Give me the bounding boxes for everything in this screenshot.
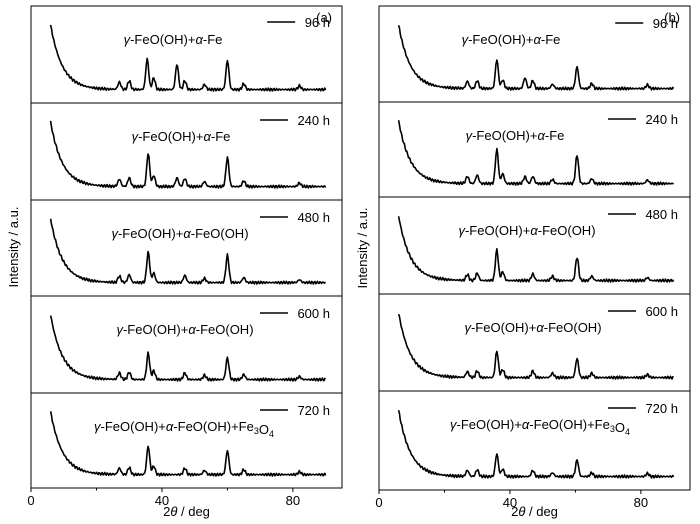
legend-label: 240 h <box>645 112 678 127</box>
x-tick-label: 0 <box>375 495 382 510</box>
phase-annotation: γ-FeO(OH)+α-Fe <box>132 129 231 144</box>
x-tick-label: 40 <box>155 493 169 508</box>
phase-annotation: γ-FeO(OH)+α-Fe <box>462 32 561 47</box>
x-tick-label: 40 <box>503 495 517 510</box>
legend-label: 480 h <box>645 207 678 222</box>
panel-frame <box>378 5 691 491</box>
phase-annotation: γ-FeO(OH)+α-FeO(OH) <box>111 226 248 241</box>
phase-annotation: γ-FeO(OH)+α-FeO(OH) <box>464 320 601 335</box>
phase-annotation: γ-FeO(OH)+α-Fe <box>466 128 565 143</box>
panel-label: (b) <box>664 10 680 25</box>
legend-label: 720 h <box>645 401 678 416</box>
x-axis-label: 2θ / deg <box>511 504 558 519</box>
xrd-trace <box>49 315 327 382</box>
y-axis-label: Intensity / a.u. <box>355 208 370 289</box>
xrd-trace <box>397 410 675 479</box>
legend-label: 240 h <box>297 113 330 128</box>
legend-label: 96 h <box>653 16 678 31</box>
x-tick-label: 80 <box>634 495 648 510</box>
legend-label: 96 h <box>305 15 330 30</box>
legend-label: 600 h <box>297 306 330 321</box>
panel-a: 96 h γ-FeO(OH)+α-Fe 240 h γ-FeO(OH)+α-Fe 480… <box>6 5 343 519</box>
phase-annotation: γ-FeO(OH)+α-FeO(OH) <box>458 223 595 238</box>
y-axis-label: Intensity / a.u. <box>6 207 21 288</box>
phase-annotation: γ-FeO(OH)+α-FeO(OH)+Fe3O4 <box>450 417 630 437</box>
xrd-trace <box>49 24 327 92</box>
legend-label: 720 h <box>297 403 330 418</box>
legend-label: 600 h <box>645 304 678 319</box>
xrd-trace <box>397 25 675 91</box>
x-tick-label: 80 <box>286 493 300 508</box>
phase-annotation: γ-FeO(OH)+α-Fe <box>124 32 223 47</box>
xrd-trace <box>49 120 327 189</box>
legend-label: 480 h <box>297 210 330 225</box>
panel-b: 96 h γ-FeO(OH)+α-Fe 240 h γ-FeO(OH)+α-Fe 480… <box>355 5 691 519</box>
x-axis-label: 2θ / deg <box>163 504 210 519</box>
phase-annotation: γ-FeO(OH)+α-FeO(OH)+Fe3O4 <box>94 419 274 439</box>
xrd-trace <box>397 120 675 186</box>
xrd-trace <box>397 216 675 283</box>
phase-annotation: γ-FeO(OH)+α-FeO(OH) <box>116 322 253 337</box>
xrd-trace <box>49 411 327 477</box>
x-tick-label: 0 <box>27 493 34 508</box>
xrd-trace <box>397 313 674 380</box>
panel-frame <box>30 5 343 489</box>
panel-label: (a) <box>316 10 332 25</box>
xrd-trace <box>49 218 327 285</box>
